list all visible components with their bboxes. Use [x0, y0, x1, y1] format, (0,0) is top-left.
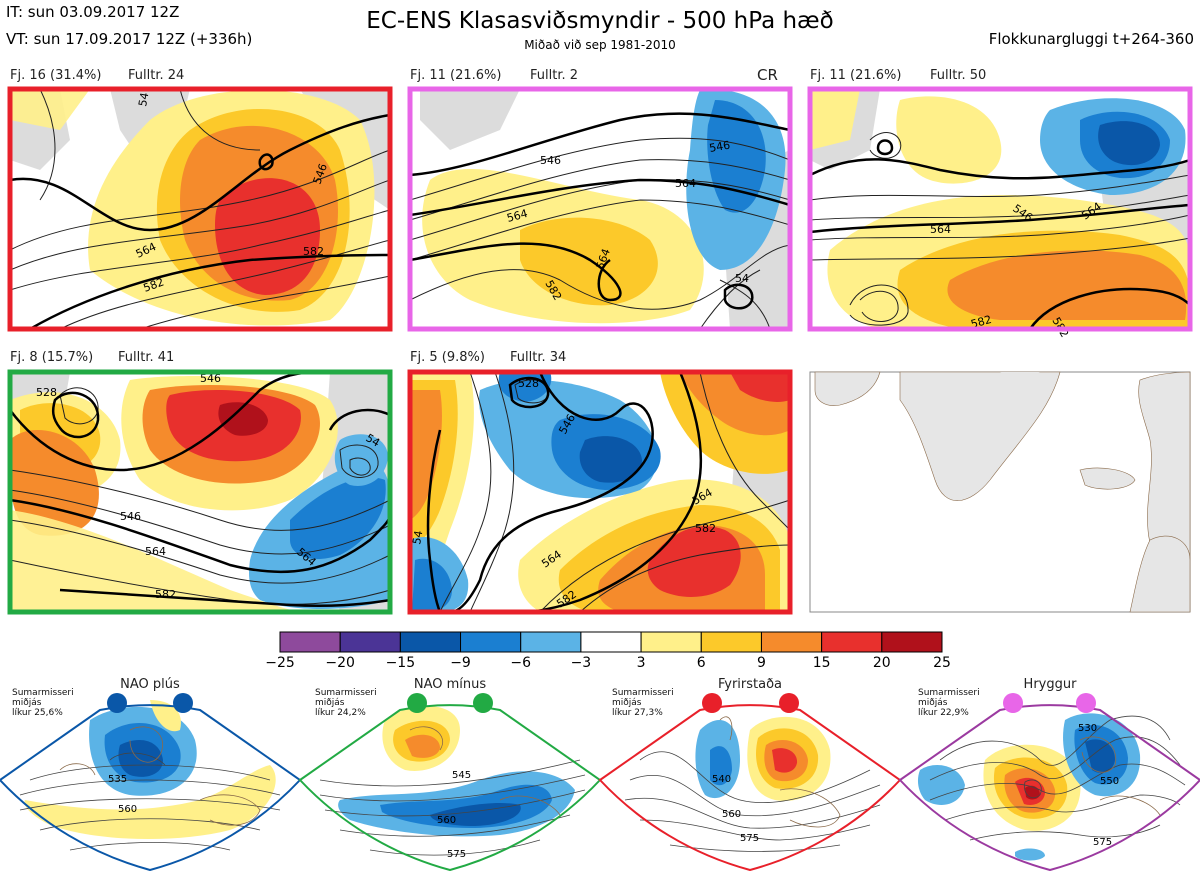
colorbar-tick-label: 20 — [872, 655, 891, 671]
svg-text:560: 560 — [722, 809, 741, 820]
colorbar-tick-label: −20 — [325, 655, 355, 671]
regime-3-name: Fyrirstaða — [717, 677, 783, 692]
colorbar-tick-label: 25 — [933, 655, 951, 671]
svg-text:564: 564 — [145, 545, 166, 558]
svg-text:54: 54 — [410, 529, 425, 545]
regime-2-meta: Sumarmisseri miðjás líkur 24,2% — [315, 688, 377, 718]
regime-4-meta: Sumarmisseri miðjás líkur 22,9% — [918, 688, 980, 718]
panel-4-cluster: Fj. 8 (15.7%) — [10, 350, 94, 365]
panel-5-member: Fulltr. 34 — [510, 350, 567, 365]
colorbar-segment-0 — [279, 631, 341, 653]
panel-1-map: 546 564 582 582 54 — [7, 86, 393, 332]
colorbar-segment-9 — [821, 631, 883, 653]
panel-4-border — [7, 369, 393, 615]
regime-3-meta: Sumarmisseri miðjás líkur 27,3% — [612, 688, 674, 718]
panel-2-cr-tag: CR — [757, 66, 778, 84]
svg-text:545: 545 — [452, 770, 471, 781]
colorbar-segment-3 — [460, 631, 522, 653]
regime-nao-plus: 535 560 — [0, 693, 302, 871]
panel-2-map: 546 564 564 582 564 546 54 — [407, 86, 793, 332]
regime-blocking: 540 560 575 — [598, 693, 902, 871]
page-subtitle: Miðað við sep 1981-2010 — [524, 38, 676, 52]
svg-text:528: 528 — [518, 377, 539, 390]
svg-text:540: 540 — [712, 774, 731, 785]
svg-text:546: 546 — [120, 510, 141, 523]
svg-text:564: 564 — [505, 207, 529, 225]
regime-ridge: 530 550 575 — [898, 693, 1200, 871]
svg-text:582: 582 — [695, 522, 716, 535]
svg-text:564: 564 — [675, 177, 696, 190]
colorbar-segment-4 — [520, 631, 582, 653]
panel-4-member: Fulltr. 41 — [118, 350, 175, 365]
svg-text:564: 564 — [930, 223, 951, 236]
colorbar-segment-1 — [339, 631, 401, 653]
colorbar-tick-label: −6 — [510, 655, 532, 671]
colorbar-segment-8 — [760, 631, 823, 653]
panel-2-cluster: Fj. 11 (21.6%) — [410, 68, 502, 83]
svg-text:550: 550 — [1100, 776, 1119, 787]
svg-text:546: 546 — [200, 372, 221, 385]
svg-text:575: 575 — [447, 849, 466, 860]
regime-1-name: NAO plús — [120, 677, 180, 692]
svg-text:528: 528 — [36, 386, 57, 399]
svg-text:546: 546 — [708, 139, 731, 155]
colorbar — [279, 631, 943, 653]
colorbar-tick-label: 15 — [812, 655, 831, 671]
svg-text:582: 582 — [969, 313, 993, 331]
panel-3-border — [807, 86, 1193, 332]
panel-3-cluster: Fj. 11 (21.6%) — [810, 68, 902, 83]
regime-4-name: Hryggur — [1023, 677, 1077, 692]
panel-6-map — [809, 371, 1191, 613]
panel-2-member: Fulltr. 2 — [530, 68, 579, 83]
panel-5-map: 528 546 564 564 582 582 54 — [407, 369, 793, 615]
classification-window: Flokkunargluggi t+264-360 — [988, 30, 1194, 48]
valid-time: VT: sun 17.09.2017 12Z (+336h) — [6, 30, 253, 48]
panel-1-member: Fulltr. 24 — [128, 68, 185, 83]
regime-2-name: NAO mínus — [413, 677, 487, 692]
colorbar-segment-10 — [881, 631, 943, 653]
svg-text:54: 54 — [136, 91, 151, 107]
svg-text:54: 54 — [364, 431, 383, 449]
svg-text:582: 582 — [303, 245, 324, 258]
colorbar-tick-label: 3 — [636, 655, 646, 671]
svg-text:575: 575 — [740, 833, 759, 844]
colorbar-segment-2 — [399, 631, 462, 653]
colorbar-tick-label: −25 — [265, 655, 295, 671]
regime-nao-minus: 545 560 575 — [298, 693, 602, 871]
panel-3-member: Fulltr. 50 — [930, 68, 987, 83]
svg-text:54: 54 — [735, 272, 749, 285]
panel-4-map: 528 546 546 564 582 564 54 — [7, 369, 393, 615]
svg-text:535: 535 — [108, 774, 127, 785]
panel-5-cluster: Fj. 5 (9.8%) — [410, 350, 485, 365]
svg-text:575: 575 — [1093, 837, 1112, 848]
svg-text:560: 560 — [437, 815, 456, 826]
colorbar-tick-label: 6 — [696, 655, 706, 671]
panel-1-cluster: Fj. 16 (31.4%) — [10, 68, 102, 83]
colorbar-tick-label: −9 — [450, 655, 471, 671]
svg-text:560: 560 — [118, 804, 137, 815]
panel-1-border — [7, 86, 393, 332]
svg-text:582: 582 — [155, 588, 176, 601]
svg-text:546: 546 — [540, 154, 561, 167]
panel-2-border — [407, 86, 793, 332]
colorbar-tick-label: −3 — [570, 655, 592, 671]
svg-text:530: 530 — [1078, 723, 1097, 734]
panel-5-border — [407, 369, 793, 615]
colorbar-segment-7 — [700, 631, 762, 653]
colorbar-segment-6 — [640, 631, 702, 653]
colorbar-segment-5 — [580, 631, 642, 653]
page-title: EC-ENS Klasasviðsmyndir - 500 hPa hæð — [366, 8, 834, 34]
colorbar-tick-label: 9 — [756, 655, 766, 671]
regime-1-meta: Sumarmisseri miðjás líkur 25,6% — [12, 688, 74, 718]
colorbar-tick-label: −15 — [385, 655, 416, 671]
panel-3-map: 546 564 564 582 582 — [807, 86, 1193, 340]
init-time: IT: sun 03.09.2017 12Z — [6, 3, 180, 21]
